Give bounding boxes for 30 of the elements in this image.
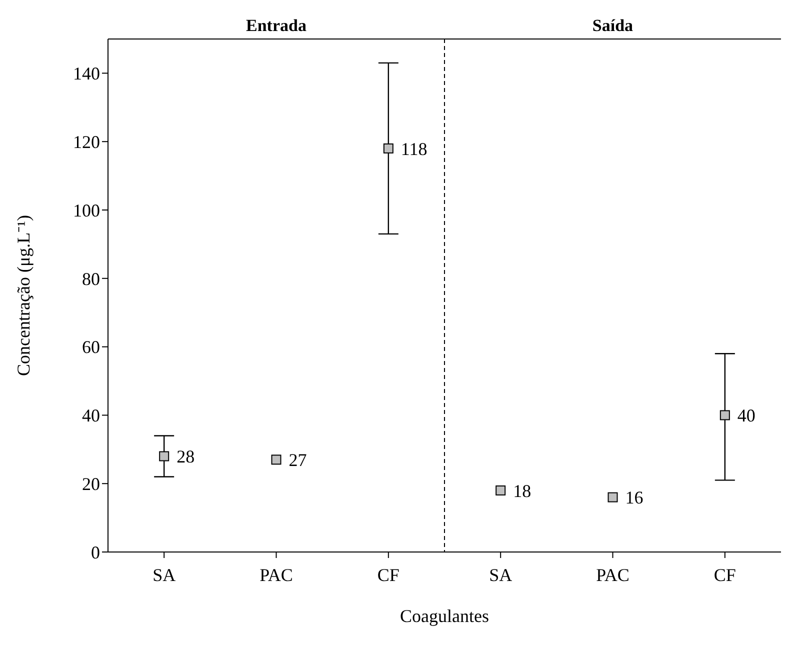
data-label: 18 (513, 480, 532, 501)
data-label: 118 (400, 138, 428, 159)
x-tick-label: CF (714, 564, 736, 585)
x-tick-label: SA (152, 564, 176, 585)
point (159, 451, 170, 462)
y-tick-label: 100 (73, 200, 100, 220)
y-tick-label: 40 (82, 406, 100, 426)
x-tick-label: CF (377, 564, 400, 585)
x-tick-label: PAC (596, 564, 630, 585)
data-label: 40 (737, 406, 756, 426)
point (383, 143, 394, 154)
x-axis-title: Coagulantes (400, 606, 489, 626)
x-tick-label: SA (489, 564, 512, 585)
data-label: 16 (625, 488, 644, 508)
y-tick-label: 0 (91, 542, 100, 562)
text: Saída (592, 16, 634, 35)
text: Entrada (246, 16, 307, 35)
x-tick-label: PAC (260, 564, 293, 585)
y-axis-title: Concentração (μg.L⁻¹) (13, 215, 34, 376)
y-tick-label: 120 (73, 132, 100, 152)
data-label: 27 (288, 450, 307, 470)
y-tick-label: 60 (82, 337, 100, 358)
point (496, 485, 506, 496)
point (720, 410, 730, 420)
y-tick-label: 140 (73, 64, 100, 84)
y-tick-label: 20 (82, 474, 100, 494)
point (271, 454, 282, 465)
data-label: 28 (176, 446, 195, 467)
y-tick-label: 80 (82, 268, 100, 289)
point (608, 492, 618, 502)
